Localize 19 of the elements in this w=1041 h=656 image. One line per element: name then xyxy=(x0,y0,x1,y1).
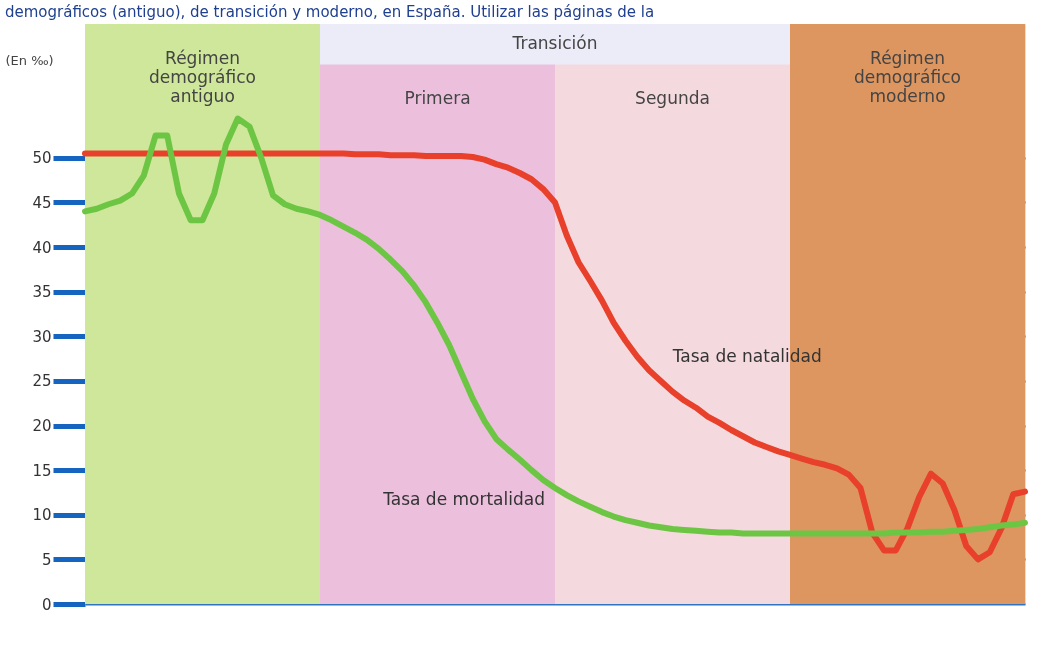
y-tick-label: 30 xyxy=(32,327,52,346)
y-tick-label: 25 xyxy=(32,372,52,391)
y-tick-label: 40 xyxy=(32,238,52,257)
annotation: Transición xyxy=(511,33,598,54)
annotation: Primera xyxy=(404,88,471,109)
y-tick-label: 20 xyxy=(32,417,52,436)
y-tick-label: 0 xyxy=(41,595,52,614)
y-axis-title: (En ‰) xyxy=(5,52,54,68)
annotation: Régimen demográfico antiguo xyxy=(149,47,256,106)
annotation: Régimen demográfico moderno xyxy=(854,47,961,106)
chart-title: demográficos (antiguo), de transición y moderno, en España. Utilizar las páginas de la xyxy=(5,3,655,21)
y-tick-label: 50 xyxy=(32,149,52,168)
y-tick-label: 5 xyxy=(41,550,52,569)
y-tick-label: 10 xyxy=(32,506,52,525)
y-tick-label: 35 xyxy=(32,283,52,302)
y-tick-label: 45 xyxy=(32,193,52,212)
series-label: Tasa de mortalidad xyxy=(382,489,545,509)
annotation: Segunda xyxy=(635,88,710,109)
y-tick-label: 15 xyxy=(32,461,52,480)
